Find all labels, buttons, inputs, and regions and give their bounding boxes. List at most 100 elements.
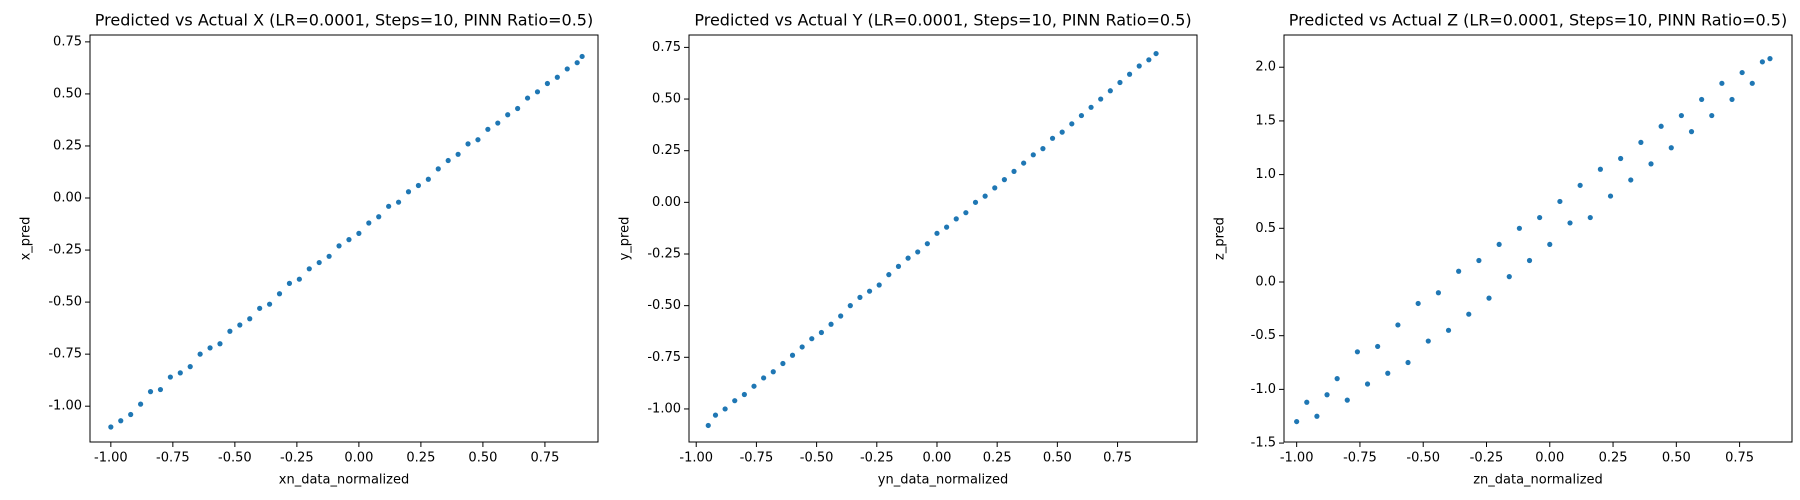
data-point: [296, 276, 302, 282]
data-point: [128, 411, 134, 418]
data-point: [1628, 177, 1634, 183]
data-point: [1354, 349, 1361, 355]
data-point: [1304, 399, 1310, 405]
data-point: [1314, 413, 1320, 419]
x-tick-label: -0.25: [280, 451, 314, 466]
data-point: [1294, 418, 1300, 425]
data-point: [237, 322, 243, 328]
x-tick-label: -0.25: [1470, 451, 1504, 466]
x-tick-label: 0.25: [983, 451, 1012, 466]
data-point: [1537, 214, 1543, 221]
data-point: [1395, 322, 1401, 328]
data-point: [465, 141, 471, 147]
x-axis-label: zn_data_normalized: [1473, 473, 1603, 488]
subplot: Predicted vs Actual X (LR=0.0001, Steps=…: [19, 11, 599, 488]
data-point: [1767, 56, 1773, 62]
data-point: [1136, 63, 1142, 69]
y-tick-label: 2.0: [1255, 60, 1276, 75]
data-point: [574, 60, 580, 66]
x-tick-label: 0.00: [923, 451, 952, 466]
data-point: [732, 398, 738, 404]
data-point: [187, 364, 193, 370]
data-point: [712, 412, 719, 418]
data-point: [1445, 327, 1452, 333]
data-point: [1567, 220, 1573, 226]
x-tick-label: -0.75: [156, 451, 190, 466]
data-point: [227, 328, 233, 334]
x-tick-label: 0.25: [406, 451, 435, 466]
data-point: [1001, 177, 1007, 183]
y-axis-label: x_pred: [19, 217, 34, 261]
data-point: [1153, 50, 1159, 57]
data-point: [722, 406, 728, 412]
data-point: [1547, 241, 1553, 248]
data-point: [751, 383, 757, 389]
x-tick-label: 0.25: [1599, 451, 1628, 466]
data-point: [445, 157, 451, 164]
data-point: [485, 126, 491, 132]
data-point: [1597, 166, 1603, 172]
y-tick-label: -0.25: [647, 246, 681, 261]
data-point: [386, 203, 392, 209]
data-point: [579, 53, 585, 60]
data-point: [789, 352, 796, 358]
data-point: [346, 237, 352, 243]
x-tick-label: 0.50: [1043, 451, 1072, 466]
data-point: [761, 375, 767, 381]
y-axis-label: z_pred: [1213, 217, 1228, 260]
data-point: [1415, 300, 1421, 307]
y-tick-label: 0.25: [53, 138, 82, 153]
y-tick-label: -1.0: [1251, 382, 1276, 397]
data-point: [207, 345, 213, 351]
data-point: [286, 280, 293, 286]
data-point: [534, 89, 541, 95]
subplot: Predicted vs Actual Y (LR=0.0001, Steps=…: [618, 11, 1198, 488]
y-tick-label: 0.25: [652, 143, 681, 158]
data-point: [1334, 376, 1340, 382]
data-point: [118, 418, 124, 424]
data-point: [1476, 257, 1482, 264]
y-axis-label: y_pred: [618, 217, 633, 261]
data-point: [934, 230, 940, 236]
data-point: [1739, 69, 1745, 76]
plot-frame: [1283, 34, 1793, 443]
data-point: [1375, 343, 1381, 350]
y-tick-label: -0.5: [1251, 328, 1276, 343]
data-point: [1126, 71, 1133, 77]
plot-frame: [89, 34, 599, 443]
data-point: [770, 369, 776, 375]
data-point: [1729, 96, 1735, 103]
data-point: [415, 182, 422, 189]
data-point: [886, 272, 892, 278]
data-point: [1088, 104, 1094, 110]
data-point: [992, 185, 998, 191]
data-point: [1324, 392, 1330, 398]
data-point: [1668, 145, 1674, 151]
y-tick-label: -1.00: [647, 401, 681, 416]
data-point: [395, 199, 402, 205]
x-tick-label: -0.75: [740, 451, 774, 466]
plot-frame: [688, 34, 1198, 443]
x-tick-label: 0.50: [1662, 451, 1691, 466]
data-point: [1466, 311, 1472, 317]
data-point: [475, 137, 481, 143]
data-point: [455, 151, 461, 157]
data-point: [405, 189, 412, 195]
data-point: [1364, 381, 1371, 387]
data-point: [1425, 338, 1431, 344]
data-point: [1699, 96, 1705, 103]
data-point: [1011, 168, 1017, 174]
data-point: [177, 370, 183, 376]
data-point: [1709, 112, 1715, 119]
data-point: [167, 374, 173, 380]
y-tick-label: -0.50: [48, 295, 82, 310]
data-point: [1385, 370, 1391, 376]
data-point: [1516, 225, 1522, 231]
x-tick-label: -0.75: [1343, 451, 1377, 466]
data-point: [1040, 146, 1046, 152]
y-tick-label: 0.00: [652, 195, 681, 210]
y-tick-label: 0.75: [53, 34, 82, 49]
x-tick-label: 0.75: [1103, 451, 1132, 466]
data-point: [1098, 96, 1104, 102]
x-tick-label: -1.00: [1280, 451, 1314, 466]
